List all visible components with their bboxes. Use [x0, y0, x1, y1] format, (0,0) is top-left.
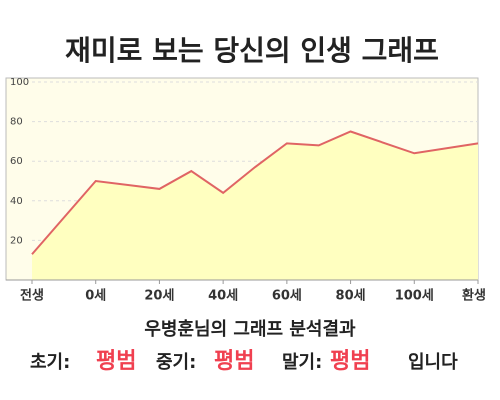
x-tick-label: 60세 — [272, 289, 302, 304]
stage-label: 초기: — [30, 352, 70, 373]
x-tick-label: 20세 — [144, 289, 174, 304]
analysis-heading: 우병훈님의 그래프 분석결과 — [144, 318, 356, 340]
y-tick-label: 40 — [10, 196, 23, 207]
chart-title: 재미로 보는 당신의 인생 그래프 — [65, 34, 439, 67]
x-tick-label: 환생 — [462, 288, 486, 304]
stage-value: 평범 — [330, 349, 370, 374]
y-tick-label: 20 — [10, 235, 23, 246]
stage-label: 말기: — [282, 352, 322, 373]
stage-value: 평범 — [214, 349, 254, 374]
stage-label: 중기: — [156, 352, 196, 373]
line — [31, 130, 479, 255]
x-tick-label: 0세 — [85, 289, 106, 304]
y-tick-label: 60 — [10, 156, 23, 167]
area — [32, 131, 478, 280]
y-tick-label: 100 — [10, 77, 29, 88]
x-tick-label: 100세 — [395, 289, 434, 304]
stage-value: 평범 — [96, 349, 136, 374]
x-tick-label: 80세 — [336, 289, 366, 304]
x-tick-label: 40세 — [208, 289, 238, 304]
analysis-suffix: 입니다 — [408, 351, 458, 373]
y-tick-label: 80 — [10, 117, 23, 128]
x-tick-label: 전생 — [20, 288, 44, 304]
